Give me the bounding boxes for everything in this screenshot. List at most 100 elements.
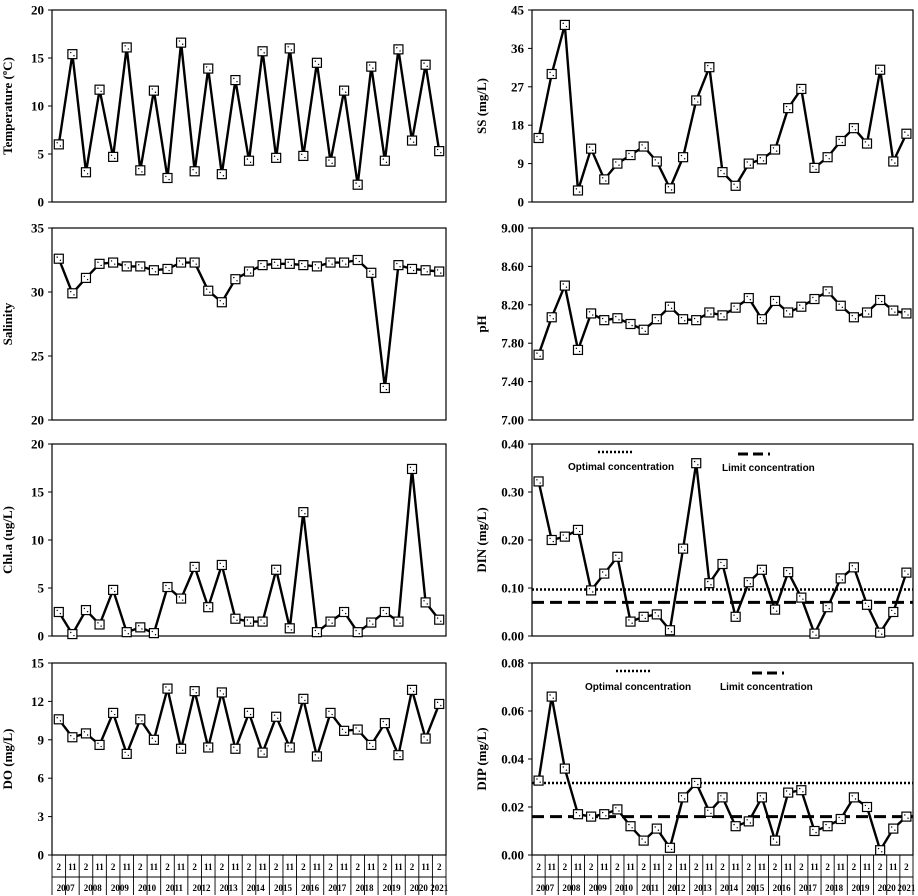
panel-ss-point-box <box>572 185 584 196</box>
panel-salinity-point-box <box>311 261 323 272</box>
panel-ph-point-dot <box>841 306 844 309</box>
panel-temperature-point-box <box>135 165 146 176</box>
panel-temperature-point-dot <box>409 138 412 140</box>
x-axis-left-year-label: 2020 <box>410 883 429 893</box>
panel-dip-point-dot <box>907 817 909 819</box>
panel-temperature-point <box>67 49 78 60</box>
panel-ph-point-dot <box>907 314 909 316</box>
panel-chla-point <box>162 581 173 593</box>
panel-ss-point <box>559 19 570 31</box>
panel-ss-point-dot <box>654 159 656 161</box>
panel-salinity-point-dot <box>178 260 181 262</box>
panel-salinity-point-box <box>352 254 363 266</box>
panel-salinity-point-dot <box>124 264 126 266</box>
panel-temperature-point-dot <box>124 45 126 47</box>
panel-temperature-point-dot <box>56 142 58 144</box>
panel-do-point-dot <box>233 746 235 748</box>
panel-do-point <box>108 707 119 719</box>
panel-salinity-point-dot <box>412 269 415 272</box>
panel-ph-point-dot <box>615 315 617 318</box>
panel-din-point-box <box>783 567 794 578</box>
panel-din-point-dot <box>864 602 867 604</box>
panel-ph-point-dot <box>828 292 830 294</box>
panel-din-series-line <box>537 463 908 637</box>
panel-dip-point-box <box>730 821 741 832</box>
panel-din-point-box <box>599 568 610 579</box>
panel-salinity-point-box <box>393 260 404 271</box>
panel-salinity-point-dot <box>70 290 72 293</box>
panel-chla-point-dot <box>345 612 347 615</box>
panel-ss-point-dot <box>749 164 752 166</box>
panel-do-point-dot <box>138 717 140 719</box>
panel-salinity-point <box>94 258 105 269</box>
panel-chla-point-box <box>135 622 146 633</box>
panel-chla-point-dot <box>277 570 279 573</box>
panel-din-point-dot <box>707 580 709 583</box>
x-axis-left-sample-label: 11 <box>313 862 322 872</box>
panel-temperature-point-dot <box>222 175 225 177</box>
panel-ss-point-dot <box>657 162 660 164</box>
panel-ph-point-dot <box>785 310 788 312</box>
panel-dip-point-dot <box>578 815 581 817</box>
panel-temperature-point-box <box>230 74 241 86</box>
panel-temperature-point-dot <box>110 154 113 156</box>
panel-ss-point <box>888 156 899 167</box>
panel-dip-point-dot <box>693 780 696 783</box>
panel-salinity-point-dot <box>114 263 116 265</box>
panel-ss-point <box>835 135 846 147</box>
panel-temperature-point-dot <box>273 155 276 157</box>
panel-ss-point-dot <box>707 64 709 67</box>
x-axis-left-sample-label: 11 <box>231 862 240 872</box>
panel-chla-point-dot <box>83 607 86 610</box>
panel-ph-point-box <box>769 295 781 307</box>
panel-chla-point-dot <box>314 629 317 632</box>
panel-salinity-point-dot <box>368 270 371 272</box>
panel-dip-point-dot <box>762 798 765 800</box>
panel-din-point-box <box>717 558 728 570</box>
panel-ss-point-box <box>888 156 899 167</box>
panel-ph-point-box <box>559 280 570 291</box>
panel-ph-point-box <box>664 301 676 312</box>
panel-temperature-point-box <box>406 135 418 146</box>
panel-ss-point-dot <box>670 189 673 191</box>
panel-salinity-point-box <box>67 288 78 299</box>
panel-chla-point-box <box>311 627 323 638</box>
panel-salinity-point-dot <box>304 266 306 268</box>
panel-salinity-point <box>339 257 350 268</box>
x-axis-left-sample-label: 2 <box>165 862 170 872</box>
panel-din-point-dot <box>578 530 581 533</box>
panel-salinity-ytick-label: 25 <box>31 349 45 364</box>
panel-ss-point-box <box>756 154 768 165</box>
panel-salinity-series-line <box>57 258 440 389</box>
panel-salinity-point-dot <box>192 260 194 262</box>
panel-ss-point-dot <box>864 141 867 143</box>
panel-ph-point-box <box>625 318 636 330</box>
panel-chla-point-dot <box>372 623 374 625</box>
x-axis-left-sample-label: 11 <box>150 862 159 872</box>
panel-chla-point <box>379 606 390 618</box>
panel-din-ytick-label: 0.10 <box>501 581 524 596</box>
panel-chla-point-dot <box>440 620 442 622</box>
panel-chla-point-dot <box>382 609 384 612</box>
panel-temperature-point-dot <box>59 145 62 147</box>
panel-temperature-point-box <box>393 44 404 55</box>
panel-ss-point-dot <box>802 89 804 92</box>
panel-temperature-point-dot <box>219 171 221 174</box>
panel-salinity-point-dot <box>273 261 276 263</box>
panel-do-frame <box>51 662 447 856</box>
panel-dip-point-dot <box>851 795 853 797</box>
panel-din-point <box>809 628 820 639</box>
panel-dip-point <box>677 792 689 803</box>
panel-dip-point-box <box>743 816 754 827</box>
panel-ph-point-dot <box>894 311 896 313</box>
panel-ss-point-dot <box>552 74 555 77</box>
panel-do-point-dot <box>86 734 89 736</box>
panel-temperature-point <box>257 46 268 57</box>
panel-ss-point-box <box>835 135 846 147</box>
panel-chla-point-dot <box>222 565 225 568</box>
panel-ph-point <box>875 294 886 306</box>
panel-ph-point-dot <box>720 313 722 315</box>
panel-dip-point <box>743 816 754 827</box>
panel-salinity-point <box>108 257 119 268</box>
panel-dip-point-dot <box>575 811 578 814</box>
